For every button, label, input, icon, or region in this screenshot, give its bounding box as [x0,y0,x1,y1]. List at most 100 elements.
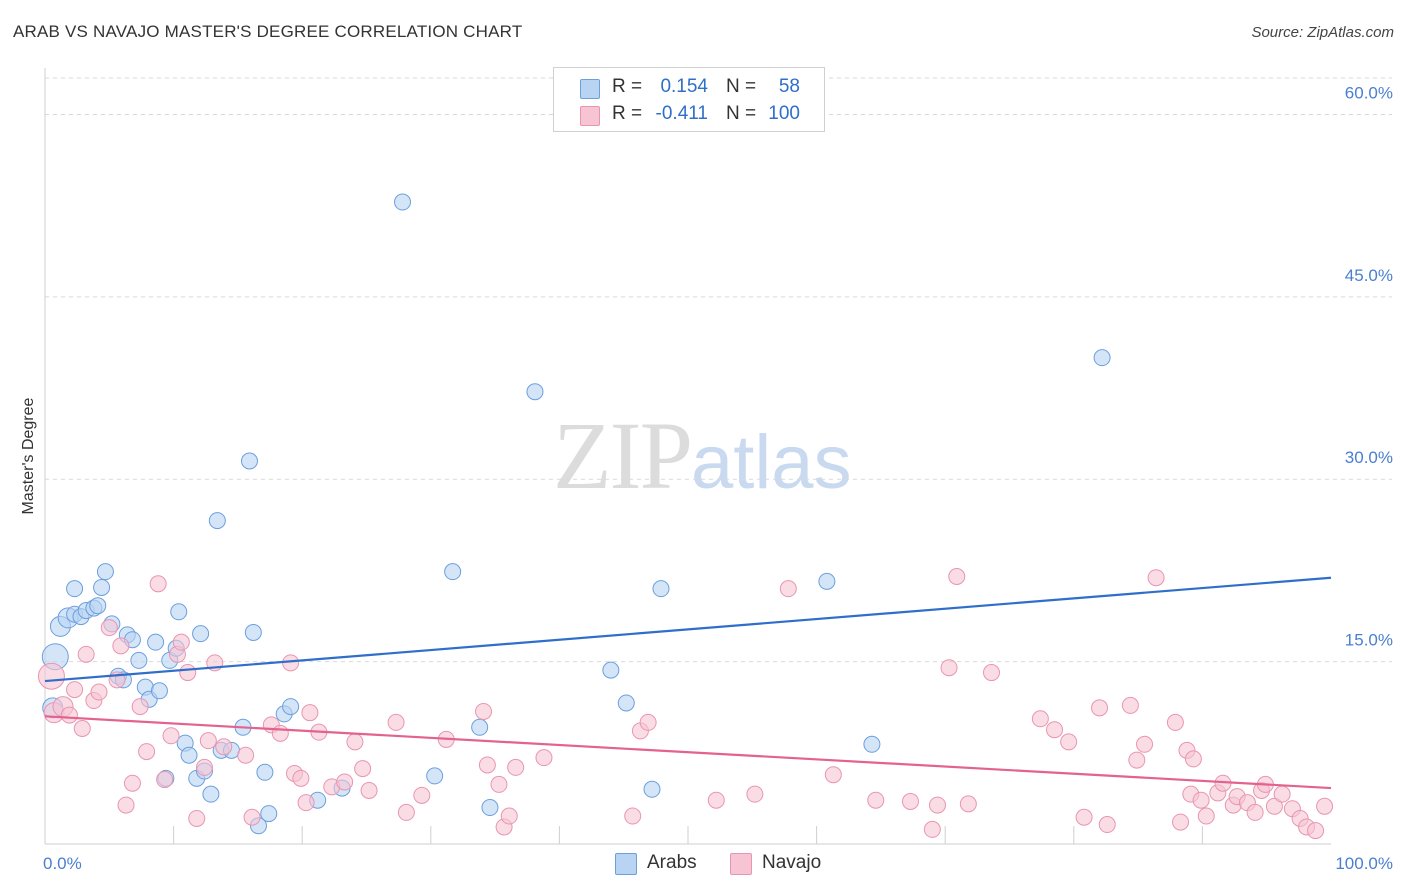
navajo-point [746,785,764,803]
navajo-point [1031,710,1049,728]
arabs-point [260,805,278,823]
points-layer [37,193,1334,840]
arabs-swatch [580,79,600,99]
arabs-point [208,512,226,530]
navajo-point [1121,696,1139,714]
arabs-point [394,193,412,211]
navajo-legend-swatch [730,853,752,875]
navajo-point [100,619,118,637]
navajo-point [867,791,885,809]
arabs-point [192,625,210,643]
navajo-point [156,771,174,789]
arabs-n-value: 58 [778,76,800,97]
navajo-point [923,820,941,838]
navajo-point [1128,751,1146,769]
navajo-point [37,662,65,690]
arabs-point [602,661,620,679]
navajo-point [824,766,842,784]
navajo-point [475,702,493,720]
navajo-point [1197,807,1215,825]
navajo-r-value: -0.411 [655,103,708,124]
navajo-point [297,794,315,812]
navajo-point [179,664,197,682]
arabs-point [444,563,462,581]
navajo-point [243,808,261,826]
arabs-point [481,799,499,817]
navajo-point [77,645,95,663]
navajo-point [60,706,78,724]
navajo-point [131,698,149,716]
arabs-point [526,383,544,401]
navajo-point [928,796,946,814]
series-legend: Arabs Navajo [0,852,1406,878]
navajo-point [66,681,84,699]
source-credit: Source: ZipAtlas.com [1251,24,1394,41]
arabs-point [150,682,168,700]
arabs-r-label: R = [612,76,643,97]
navajo-point [1316,797,1334,815]
navajo-legend-label: Navajo [762,852,822,873]
y-tick-label: 45.0% [1345,266,1393,285]
arabs-legend-label: Arabs [647,852,697,873]
arabs-trend-line [44,576,1332,683]
navajo-point [195,758,213,776]
watermark-atlas: atlas [691,420,852,505]
navajo-point [149,575,167,593]
arabs-point [652,580,670,598]
navajo-point [535,749,553,767]
arabs-point [818,572,836,590]
navajo-point [73,719,91,737]
navajo-point [624,807,642,825]
navajo-point [940,659,958,677]
arabs-point [471,718,489,736]
navajo-point [1060,733,1078,751]
navajo-point [707,791,725,809]
arabs-point [256,763,274,781]
y-tick-label: 30.0% [1345,448,1393,467]
label-layer: 15.0% 30.0% 45.0% 60.0% 0.0% 100.0% Master's D… [20,83,1393,873]
navajo-point [948,568,966,586]
zipatlas-watermark: ZIPatlas [553,400,852,511]
arabs-point [863,735,881,753]
arabs-point [89,597,107,615]
navajo-point [301,704,319,722]
navajo-point [292,769,310,787]
arabs-point [180,746,198,764]
navajo-point [387,713,405,731]
navajo-point [123,774,141,792]
arabs-point [130,651,148,669]
navajo-point [1075,808,1093,826]
arabs-point [643,780,661,798]
navajo-point [490,775,508,793]
arabs-r-value: 0.154 [660,76,708,97]
navajo-point [360,782,378,800]
navajo-point [982,664,1000,682]
navajo-point [507,758,525,776]
navajo-point [1147,569,1165,587]
navajo-point [1184,750,1202,768]
navajo-point [397,803,415,821]
trend-layer [44,576,1332,790]
navajo-swatch [580,106,600,126]
navajo-point [1172,813,1190,831]
navajo-point [478,756,496,774]
navajo-point [1046,721,1064,739]
arabs-point [240,452,258,470]
grid-layer [45,77,1392,663]
watermark-zip: ZIP [553,402,693,509]
navajo-point [112,637,130,655]
navajo-point [162,727,180,745]
arabs-point [202,785,220,803]
arabs-point [147,633,165,651]
arabs-point [617,694,635,712]
navajo-n-value: 100 [768,103,800,124]
navajo-point [117,796,135,814]
navajo-point [1136,735,1154,753]
x-tick-label: 0.0% [43,854,82,873]
navajo-point [1098,816,1116,834]
arabs-point [93,578,111,596]
navajo-point [959,795,977,813]
navajo-point [901,792,919,810]
x-tick-label: 100.0% [1335,854,1393,873]
navajo-point [138,743,156,761]
